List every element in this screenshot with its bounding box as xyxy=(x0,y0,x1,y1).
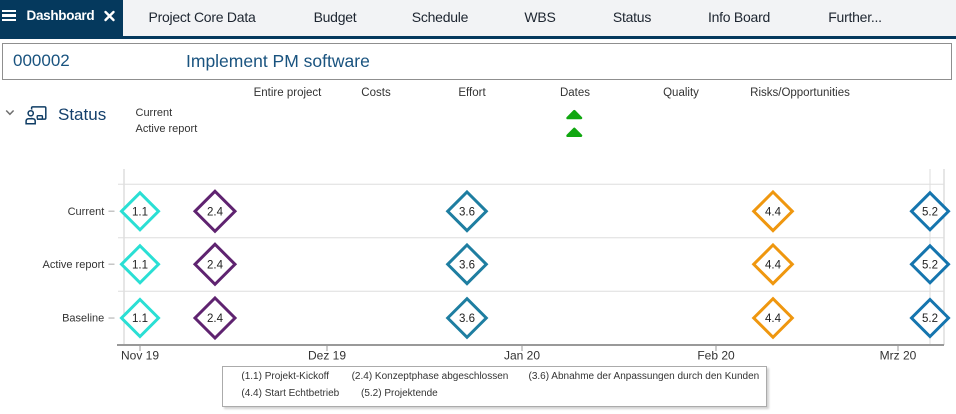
svg-text:4.4: 4.4 xyxy=(765,313,782,325)
svg-text:Baseline: Baseline xyxy=(62,313,104,325)
svg-text:3.6: 3.6 xyxy=(459,313,475,325)
svg-text:4.4: 4.4 xyxy=(765,259,782,271)
svg-text:2.4: 2.4 xyxy=(207,259,224,271)
svg-text:Active report: Active report xyxy=(43,259,105,271)
svg-text:Current: Current xyxy=(68,206,105,218)
svg-text:Feb 20: Feb 20 xyxy=(697,349,735,363)
svg-text:1.1: 1.1 xyxy=(132,206,148,218)
svg-text:Jan 20: Jan 20 xyxy=(504,349,540,363)
svg-text:Mrz 20: Mrz 20 xyxy=(880,349,917,363)
svg-text:3.6: 3.6 xyxy=(459,259,475,271)
svg-text:1.1: 1.1 xyxy=(132,259,148,271)
svg-text:5.2: 5.2 xyxy=(922,259,938,271)
svg-text:Dez 19: Dez 19 xyxy=(308,349,346,363)
svg-text:2.4: 2.4 xyxy=(207,313,224,325)
svg-text:2.4: 2.4 xyxy=(207,206,224,218)
svg-text:4.4: 4.4 xyxy=(765,206,782,218)
svg-text:5.2: 5.2 xyxy=(922,206,938,218)
svg-text:Nov 19: Nov 19 xyxy=(121,349,159,363)
svg-text:3.6: 3.6 xyxy=(459,206,475,218)
svg-text:1.1: 1.1 xyxy=(132,313,148,325)
svg-text:5.2: 5.2 xyxy=(922,313,938,325)
